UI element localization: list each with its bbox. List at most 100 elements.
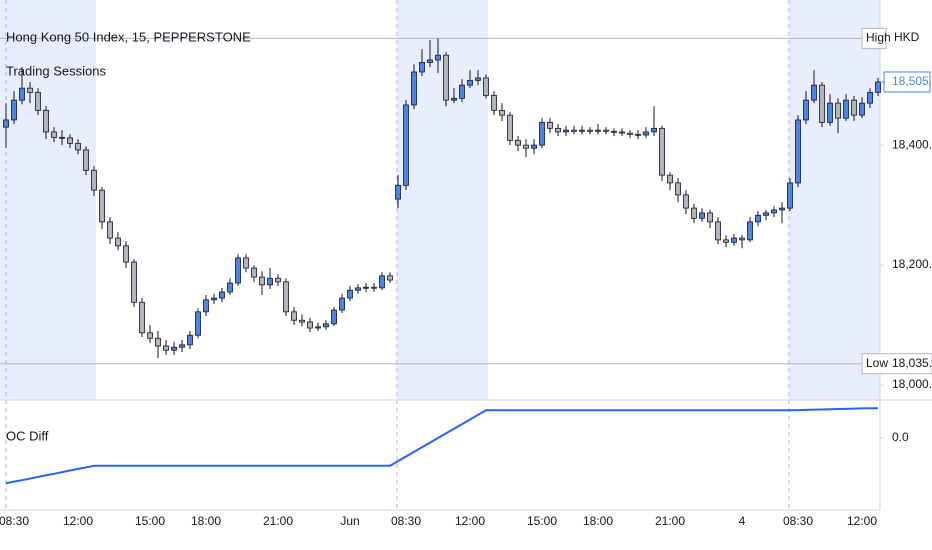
candle-body [763,212,769,216]
candle-body [115,237,121,247]
candle-body [227,282,233,293]
candle-body [491,94,497,111]
candle-body [779,207,785,211]
x-tick-label: 18:00 [583,514,613,528]
candle-body [595,129,601,132]
candle-body [235,257,241,284]
candle-body [715,221,721,241]
marks [0,37,881,365]
last-price-label: 18,505.3 [892,74,932,88]
candle-body [443,54,449,101]
candle-body [123,245,129,263]
candle-body [75,142,81,151]
candle-body [539,121,545,146]
x-tick-label: 08:30 [783,514,813,528]
candle-body [499,109,505,116]
y-tick-label: 18,000.0 [892,377,932,391]
candle-body [91,169,97,191]
candle-body [363,286,369,289]
candle-body [803,99,809,121]
candle-body [331,309,337,325]
candle-body [395,184,401,200]
candle-body [819,84,825,123]
candle-body [155,337,161,347]
candle-body [691,207,697,219]
low-tag-label: Low [866,356,888,370]
candle-body [35,91,41,111]
candle-body [427,59,433,63]
candle-body [587,129,593,132]
x-tick-label: 12:00 [455,514,485,528]
candle-body [475,77,481,81]
candle-body [787,182,793,209]
candle-body [355,287,361,291]
high-tag-label: High [866,31,891,45]
candle-body [515,139,521,146]
x-tick-label: 15:00 [135,514,165,528]
candle-body [643,131,649,136]
candle-body [195,311,201,336]
candle-body [827,102,833,123]
candle-body [451,97,457,101]
candle-body [51,131,57,138]
candle-body [603,129,609,132]
candle-body [867,91,873,104]
candle-body [619,131,625,134]
x-tick-label: 4 [739,514,746,528]
candle-body [403,104,409,186]
candle-body [203,299,209,313]
candle-body [755,214,761,223]
candle-body [219,291,225,299]
candle-body [811,84,817,101]
candle-body [731,237,737,243]
indicator-title: Trading Sessions [6,63,106,78]
candle-body [555,127,561,133]
candle-body [675,182,681,196]
last-price-tag [883,71,931,93]
x-tick-label: 12:00 [63,514,93,528]
low-tag [861,353,932,375]
candle-body [291,311,297,321]
x-tick-label: Jun [340,514,359,528]
candle-body [771,209,777,214]
candle-body [267,277,273,286]
candle-body [275,277,281,283]
y-tick-label: 0.0 [892,430,909,444]
x-tick-label: 12:00 [847,514,877,528]
candle-body [707,212,713,223]
candle-body [179,344,185,348]
high-tag [861,27,887,49]
session-shade [397,0,488,400]
candle-body [147,332,153,339]
candle-body [83,149,89,171]
candle-body [579,129,585,132]
x-tick-label: 21:00 [263,514,293,528]
candle-body [19,87,25,101]
candle-body [99,189,105,223]
indicator-title: OC Diff [6,428,49,443]
candle-body [379,275,385,289]
candle-body [627,132,633,135]
candle-body [131,261,137,303]
candle-body [835,102,841,119]
candle-body [747,221,753,241]
candle-body [843,99,849,119]
candle-body [571,129,577,132]
candle-body [139,301,145,334]
candle-body [699,212,705,219]
candle-body [107,221,113,239]
x-tick-label: 21:00 [655,514,685,528]
candle-body [339,297,345,311]
candle-body [523,144,529,149]
candle-body [307,321,313,329]
candle-body [371,286,377,289]
candle-body [635,133,641,136]
chart-title: Hong Kong 50 Index, 15, PEPPERSTONE [6,29,251,44]
candle-body [611,130,617,133]
candle-body [59,136,65,139]
candle-body [411,71,417,106]
candle-body [739,237,745,241]
low-value-label: 18,035.5 [892,356,932,370]
x-tick-label: 15:00 [527,514,557,528]
